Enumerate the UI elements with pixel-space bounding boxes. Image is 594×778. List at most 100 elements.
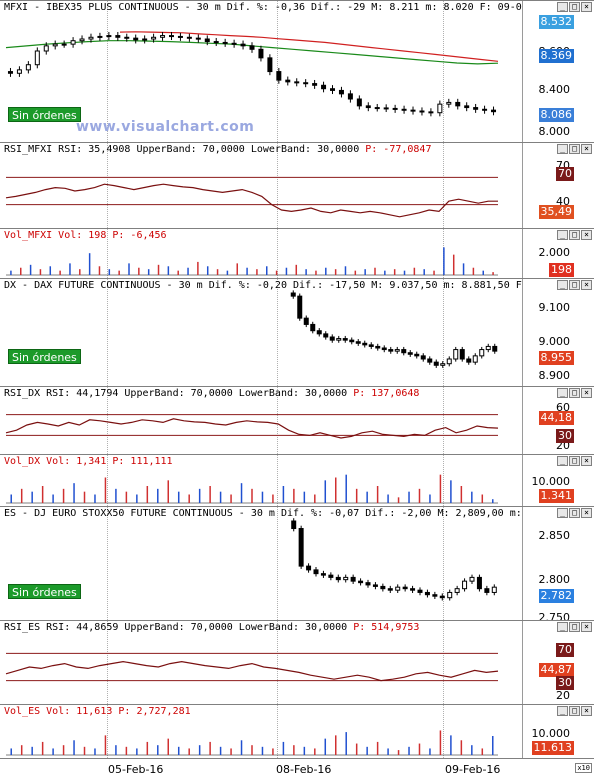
candle-body <box>374 107 380 110</box>
candle-body <box>375 345 381 349</box>
rsi-line <box>5 660 499 682</box>
rsi-chart-mfxi[interactable] <box>0 143 522 229</box>
minimize-icon[interactable]: _ <box>557 508 568 518</box>
minimize-icon[interactable]: _ <box>557 388 568 398</box>
restore-icon[interactable]: □ <box>569 508 580 518</box>
volume-chart-dx[interactable] <box>0 455 522 507</box>
candle-body <box>328 574 334 578</box>
close-icon[interactable]: × <box>581 456 592 466</box>
candle-body <box>313 569 319 575</box>
last-value-badge: 1.341 <box>538 489 574 503</box>
y-tick: 10.000 <box>531 475 571 488</box>
band-value-badge: 30 <box>556 429 574 443</box>
panel-dx[interactable]: Sin órdenes DX - DAX FUTURE CONTINUOUS -… <box>0 278 594 386</box>
candle-body <box>427 358 433 363</box>
sin-ordenes-badge[interactable]: Sin órdenes <box>8 584 81 599</box>
candle-body <box>290 292 296 297</box>
price-chart-dx[interactable] <box>0 279 522 387</box>
panel-mfxi[interactable]: www.visualchart.com Sin órdenes MFXI - I… <box>0 0 594 142</box>
last-value-badge: 8.955 <box>538 351 574 365</box>
candle-body <box>365 105 371 109</box>
minimize-icon[interactable]: _ <box>557 280 568 290</box>
candle-body <box>142 38 148 41</box>
y-axis-rsi-dx[interactable]: 60 20 44,18 30 <box>522 387 594 454</box>
rsi-chart-dx[interactable] <box>0 387 522 455</box>
close-icon[interactable]: × <box>581 706 592 716</box>
restore-icon[interactable]: □ <box>569 230 580 240</box>
candle-body <box>484 588 490 593</box>
panel-es[interactable]: Sin órdenes ES - DJ EURO STOXX50 FUTURE … <box>0 506 594 624</box>
candle-body <box>168 35 174 38</box>
restore-icon[interactable]: □ <box>569 622 580 632</box>
volume-chart-mfxi[interactable] <box>0 229 522 279</box>
panel-rsi-es[interactable]: RSI_ES RSI: 44,8659 UpperBand: 70,0000 L… <box>0 620 594 704</box>
close-icon[interactable]: × <box>581 622 592 632</box>
x-tick: 09-Feb-16 <box>445 763 501 776</box>
panel-vol-mfxi[interactable]: Vol_MFXI Vol: 198 P: -6,456 2.000 198 _ □… <box>0 228 594 278</box>
restore-icon[interactable]: □ <box>569 144 580 154</box>
candle-body <box>151 36 157 40</box>
close-icon[interactable]: × <box>581 144 592 154</box>
y-axis-es[interactable]: 2.850 2.800 2.750 2.782 <box>522 507 594 624</box>
last-value-badge: 2.782 <box>538 589 574 603</box>
candle-body <box>446 101 452 105</box>
candle-body <box>338 89 344 95</box>
close-icon[interactable]: × <box>581 2 592 12</box>
restore-icon[interactable]: □ <box>569 388 580 398</box>
candle-body <box>401 108 407 111</box>
candle-body <box>285 79 291 83</box>
window-buttons: _ □ × <box>557 2 592 12</box>
candle-body <box>410 109 416 112</box>
x-tick: 08-Feb-16 <box>276 763 332 776</box>
plot-area-mfxi[interactable]: www.visualchart.com Sin órdenes <box>0 1 522 142</box>
last-value-badge: 198 <box>549 263 574 277</box>
minimize-icon[interactable]: _ <box>557 2 568 12</box>
close-icon[interactable]: × <box>581 508 592 518</box>
candle-body <box>402 586 408 590</box>
panel-rsi-mfxi[interactable]: RSI_MFXI RSI: 35,4908 UpperBand: 70,0000… <box>0 142 594 228</box>
restore-icon[interactable]: □ <box>569 2 580 12</box>
candle-body <box>347 93 353 100</box>
price-chart-mfxi[interactable] <box>0 1 522 143</box>
candle-body <box>52 43 58 47</box>
minimize-icon[interactable]: _ <box>557 456 568 466</box>
y-axis-rsi-es[interactable]: 20 70 44,87 30 <box>522 621 594 704</box>
candle-body <box>479 349 485 357</box>
panel-vol-dx[interactable]: Vol_DX Vol: 1,341 P: 111,111 10.000 1.34… <box>0 454 594 506</box>
price-chart-es[interactable] <box>0 507 522 621</box>
last-value-badge: 8.532 <box>538 15 574 29</box>
candle-body <box>231 42 237 45</box>
y-tick: 8.900 <box>538 369 571 382</box>
panel-title: ES - DJ EURO STOXX50 FUTURE CONTINUOUS -… <box>4 508 552 519</box>
minimize-icon[interactable]: _ <box>557 144 568 154</box>
restore-icon[interactable]: □ <box>569 456 580 466</box>
candle-body <box>316 330 322 335</box>
volume-chart-es[interactable] <box>0 705 522 759</box>
close-icon[interactable]: × <box>581 230 592 240</box>
y-axis-dx[interactable]: 9.100 9.000 8.900 8.955 <box>522 279 594 386</box>
y-axis-mfxi[interactable]: 8.600 8.400 8.000 8.532 8.369 8.086 <box>522 1 594 142</box>
sin-ordenes-badge[interactable]: Sin órdenes <box>8 107 81 122</box>
candle-body <box>321 84 327 90</box>
x-axis[interactable]: 05-Feb-16 08-Feb-16 09-Feb-16 x10 <box>0 758 594 778</box>
minimize-icon[interactable]: _ <box>557 230 568 240</box>
minimize-icon[interactable]: _ <box>557 706 568 716</box>
candle-body <box>432 594 438 597</box>
candle-body <box>362 342 368 346</box>
last-value-badge: 35,49 <box>538 205 574 219</box>
y-axis-rsi-mfxi[interactable]: 70 40 70 35,49 <box>522 143 594 228</box>
restore-icon[interactable]: □ <box>569 280 580 290</box>
candle-body <box>97 35 103 38</box>
close-icon[interactable]: × <box>581 388 592 398</box>
candle-body <box>410 588 416 591</box>
candle-body <box>383 107 389 110</box>
rsi-chart-es[interactable] <box>0 621 522 705</box>
restore-icon[interactable]: □ <box>569 706 580 716</box>
panel-rsi-dx[interactable]: RSI_DX RSI: 44,1794 UpperBand: 70,0000 L… <box>0 386 594 454</box>
sin-ordenes-badge[interactable]: Sin órdenes <box>8 349 81 364</box>
panel-vol-es[interactable]: Vol_ES Vol: 11,613 P: 2,727,281 10.000 1… <box>0 704 594 758</box>
scale-button[interactable]: x10 <box>575 763 592 773</box>
close-icon[interactable]: × <box>581 280 592 290</box>
candle-body <box>365 582 371 586</box>
minimize-icon[interactable]: _ <box>557 622 568 632</box>
